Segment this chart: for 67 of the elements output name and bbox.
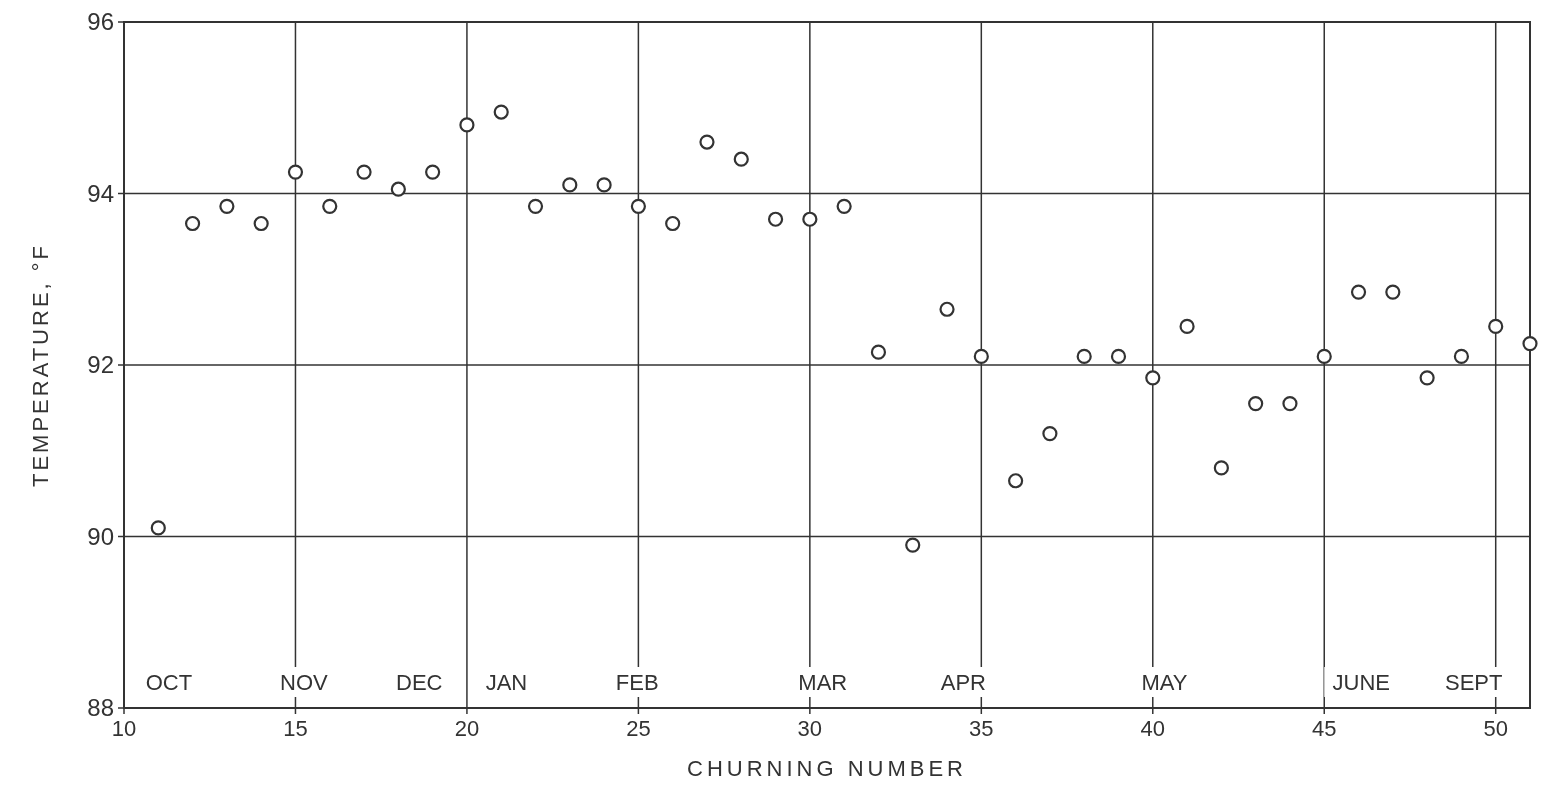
- point: [699, 134, 715, 150]
- annotation: NOV: [280, 669, 329, 695]
- x-axis-title: CHURNING NUMBER: [687, 756, 967, 781]
- x-tick-label: 35: [969, 716, 994, 741]
- point: [1042, 426, 1058, 442]
- point: [1522, 335, 1538, 352]
- annotation: APR: [940, 669, 987, 695]
- point: [1145, 370, 1161, 386]
- point: [767, 211, 784, 227]
- x-tick-label: 50: [1483, 716, 1508, 741]
- point: [802, 211, 818, 227]
- point: [219, 198, 235, 214]
- y-tick-label: 90: [87, 522, 114, 550]
- x-tick-label: 45: [1312, 716, 1337, 741]
- annotation: OCT: [145, 669, 193, 695]
- y-tick-label: 88: [87, 694, 114, 722]
- annotation: JUNE: [1332, 669, 1391, 695]
- point: [390, 181, 406, 197]
- point: [1179, 318, 1195, 334]
- annotation: MAR: [798, 669, 848, 695]
- point: [1488, 318, 1504, 334]
- point: [836, 198, 852, 214]
- point: [973, 348, 989, 365]
- x-tick-label: 15: [283, 716, 308, 741]
- point: [459, 117, 475, 133]
- x-tick-label: 40: [1140, 716, 1166, 741]
- point: [905, 537, 921, 553]
- point: [939, 301, 955, 317]
- point: [870, 344, 887, 360]
- y-tick-label: 94: [87, 179, 114, 207]
- annotation: SEPT: [1445, 669, 1503, 695]
- y-tick-label: 96: [87, 8, 114, 36]
- point: [1008, 473, 1024, 489]
- point: [493, 104, 509, 120]
- point: [1282, 396, 1298, 412]
- point: [1385, 284, 1401, 300]
- point: [184, 215, 201, 232]
- point: [1350, 284, 1367, 300]
- x-tick-label: 25: [626, 716, 651, 741]
- point: [287, 164, 304, 180]
- point: [356, 164, 372, 180]
- point: [425, 164, 441, 180]
- point: [665, 215, 681, 232]
- point: [1248, 396, 1264, 412]
- annotation: MAY: [1141, 669, 1188, 695]
- point: [562, 177, 578, 193]
- point: [1419, 370, 1435, 386]
- x-tick-label: 20: [454, 716, 480, 741]
- point: [322, 198, 338, 214]
- annotation: JAN: [485, 669, 528, 695]
- annotation: DEC: [396, 669, 443, 695]
- point: [150, 520, 166, 536]
- point: [1453, 348, 1470, 365]
- point: [733, 151, 749, 167]
- point: [630, 198, 646, 214]
- point: [527, 198, 544, 214]
- x-tick-label: 30: [797, 716, 823, 741]
- annotation: FEB: [615, 669, 659, 695]
- x-tick-label: 10: [111, 716, 137, 741]
- point: [253, 215, 269, 232]
- point: [1076, 348, 1092, 365]
- point: [596, 177, 612, 193]
- y-axis-title: TEMPERATURE, °F: [28, 242, 53, 488]
- point: [1213, 460, 1229, 476]
- y-tick-label: 92: [87, 351, 114, 379]
- point: [1316, 348, 1332, 365]
- point: [1110, 348, 1127, 365]
